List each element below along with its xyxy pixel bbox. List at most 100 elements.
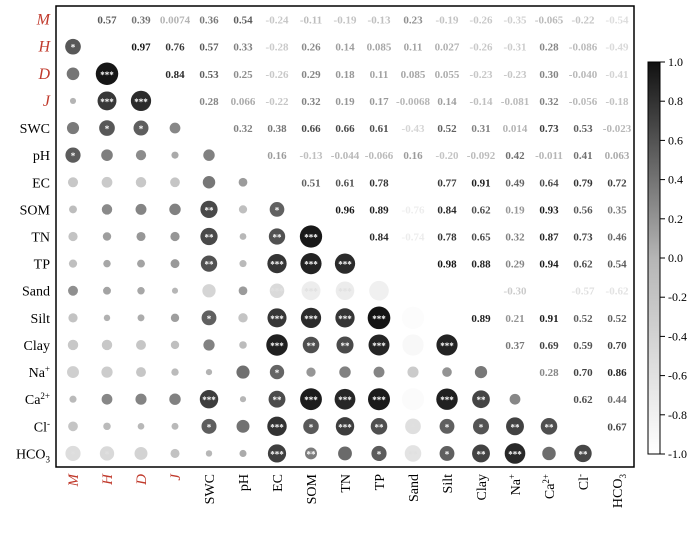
significance-stars: * xyxy=(71,43,76,53)
coefficient-label: 0.39 xyxy=(131,15,151,27)
significance-stars: *** xyxy=(304,260,318,270)
correlation-circle xyxy=(269,364,285,380)
coefficient-label: -0.066 xyxy=(365,150,394,162)
correlation-circle xyxy=(436,334,458,356)
coefficient-label: 0.085 xyxy=(367,42,392,54)
column-label: pH xyxy=(237,474,252,491)
row-label: D xyxy=(37,66,50,83)
coefficient-label: -0.49 xyxy=(606,42,629,54)
correlation-circle xyxy=(171,287,179,294)
coefficient-label: 0.31 xyxy=(471,123,490,135)
significance-stars: ** xyxy=(273,233,283,243)
significance-stars: * xyxy=(105,124,110,134)
significance-stars: * xyxy=(139,124,144,134)
significance-stars: * xyxy=(71,151,76,161)
correlation-circle xyxy=(137,259,145,268)
correlation-circle xyxy=(335,308,355,328)
correlation-circle xyxy=(97,91,117,111)
coefficient-label: 0.73 xyxy=(539,123,559,135)
coefficient-label: 0.42 xyxy=(505,150,525,162)
correlation-circle xyxy=(268,228,286,245)
coefficient-label: -0.14 xyxy=(470,96,493,108)
coefficient-label: 0.61 xyxy=(369,123,388,135)
significance-stars: *** xyxy=(338,287,352,297)
column-label: Na+ xyxy=(507,474,524,495)
correlation-circle xyxy=(339,366,351,378)
significance-stars: * xyxy=(377,449,382,459)
coefficient-label: 0.41 xyxy=(573,150,592,162)
significance-stars: ** xyxy=(545,422,555,432)
coefficient-label: 0.25 xyxy=(233,69,253,81)
coefficient-label: 0.57 xyxy=(199,42,219,54)
correlation-circle xyxy=(239,449,247,457)
coefficient-label: 0.014 xyxy=(503,123,528,135)
coefficient-label: -0.18 xyxy=(606,96,629,108)
coefficient-label: 0.61 xyxy=(335,177,354,189)
coefficient-label: 0.96 xyxy=(335,204,355,216)
correlation-circle xyxy=(266,334,288,356)
correlation-circle xyxy=(171,368,179,376)
correlation-circle xyxy=(101,149,113,161)
correlation-circle xyxy=(540,418,558,435)
correlation-circle xyxy=(504,443,526,464)
coefficient-label: 0.67 xyxy=(607,421,627,433)
correlation-circle xyxy=(169,203,181,216)
coefficient-label: -0.0068 xyxy=(396,96,430,108)
coefficient-label: 0.32 xyxy=(539,96,559,108)
matrix-cells: 0.57 0.39 0.0074 0.36 0.54 -0.24 -0.11 -0.19 -0.… xyxy=(65,15,632,464)
correlation-circle xyxy=(300,307,322,328)
coefficient-label: -0.081 xyxy=(501,96,529,108)
colorbar-tick-label: -0.2 xyxy=(668,290,687,304)
correlation-circle xyxy=(239,341,247,349)
coefficient-label: -0.22 xyxy=(266,96,289,108)
coefficient-label: 0.16 xyxy=(403,150,423,162)
coefficient-label: 0.32 xyxy=(233,123,253,135)
coefficient-label: 0.14 xyxy=(437,96,457,108)
correlation-circle xyxy=(300,253,322,275)
correlation-circle xyxy=(238,286,248,296)
correlation-circle xyxy=(401,306,425,330)
coefficient-label: -0.43 xyxy=(402,123,425,135)
row-label: pH xyxy=(33,149,50,164)
correlation-circle xyxy=(305,447,317,460)
correlation-circle xyxy=(338,446,352,461)
coefficient-label: 0.52 xyxy=(607,313,627,325)
significance-stars: *** xyxy=(304,314,318,324)
correlation-circle xyxy=(169,393,181,405)
significance-stars: * xyxy=(411,422,416,432)
correlation-circle xyxy=(200,227,218,246)
coefficient-label: -0.24 xyxy=(266,15,289,27)
correlation-circle xyxy=(269,202,285,217)
correlation-circle xyxy=(171,151,179,159)
coefficient-label: -0.19 xyxy=(334,15,357,27)
coefficient-label: 0.52 xyxy=(437,123,457,135)
colorbar: 1.0 0.8 0.6 0.4 0.2 0.0 -0.2 -0.4 -0.6 -0.8 -1.0 xyxy=(647,55,687,461)
coefficient-label: 0.79 xyxy=(573,177,593,189)
coefficient-label: 0.53 xyxy=(573,123,593,135)
correlation-circle xyxy=(171,422,179,430)
correlation-circle xyxy=(65,445,81,462)
significance-stars: *** xyxy=(338,314,352,324)
correlation-circle xyxy=(135,393,147,405)
correlation-circle xyxy=(103,259,111,268)
correlation-circle xyxy=(101,339,113,351)
coefficient-label: 0.38 xyxy=(267,123,287,135)
coefficient-label: 0.066 xyxy=(231,96,256,108)
coefficient-label: -0.76 xyxy=(402,204,425,216)
coefficient-label: -0.26 xyxy=(470,42,493,54)
coefficient-label: -0.13 xyxy=(300,150,323,162)
coefficient-label: 0.37 xyxy=(505,340,525,352)
correlation-circle xyxy=(472,418,490,435)
significance-stars: * xyxy=(445,422,450,432)
coefficient-label: 0.36 xyxy=(199,15,219,27)
plot-frame xyxy=(55,5,635,468)
coefficient-label: 0.56 xyxy=(573,204,593,216)
column-label: H xyxy=(100,473,116,486)
coefficient-label: 0.44 xyxy=(607,394,627,406)
significance-stars: *** xyxy=(134,97,148,107)
correlation-circle xyxy=(239,260,247,268)
coefficient-label: 0.91 xyxy=(471,177,490,189)
correlation-circle xyxy=(68,285,78,296)
significance-stars: *** xyxy=(270,314,284,324)
correlation-circle xyxy=(136,340,146,350)
